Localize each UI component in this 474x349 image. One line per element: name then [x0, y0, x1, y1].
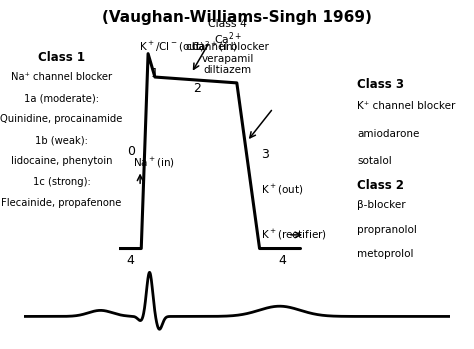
Text: Ca$^{2+}$: Ca$^{2+}$ [214, 30, 242, 47]
Text: Flecainide, propafenone: Flecainide, propafenone [1, 198, 122, 208]
Text: sotalol: sotalol [357, 156, 392, 166]
Text: 1: 1 [150, 67, 158, 80]
Text: K$^+$(rectifier): K$^+$(rectifier) [261, 228, 327, 242]
Text: β-blocker: β-blocker [357, 200, 406, 210]
Text: Class 4: Class 4 [208, 18, 247, 29]
Text: metoprolol: metoprolol [357, 248, 413, 259]
Text: Class 2: Class 2 [357, 179, 404, 192]
Text: amiodarone: amiodarone [357, 128, 419, 139]
Text: Quinidine, procainamide: Quinidine, procainamide [0, 114, 123, 124]
Text: 3: 3 [261, 148, 269, 162]
Text: 4: 4 [278, 254, 286, 267]
Text: K$^+$/Cl$^-$(out): K$^+$/Cl$^-$(out) [139, 39, 204, 54]
Text: diltiazem: diltiazem [204, 65, 252, 75]
Text: Class 3: Class 3 [357, 78, 404, 91]
Text: Class 1: Class 1 [38, 51, 85, 64]
Text: K⁺ channel blocker: K⁺ channel blocker [357, 101, 456, 111]
Text: K$^+$(out): K$^+$(out) [261, 183, 303, 197]
Text: 1a (moderate):: 1a (moderate): [24, 93, 99, 103]
Text: verapamil: verapamil [201, 54, 254, 64]
Text: 1c (strong):: 1c (strong): [33, 177, 91, 187]
Text: 0: 0 [128, 144, 136, 158]
Text: propranolol: propranolol [357, 224, 417, 235]
Text: Na$^+$(in): Na$^+$(in) [133, 156, 175, 170]
Text: 4: 4 [126, 254, 134, 267]
Text: Na⁺ channel blocker: Na⁺ channel blocker [11, 72, 112, 82]
Text: 1b (weak):: 1b (weak): [35, 135, 88, 145]
Text: lidocaine, phenytoin: lidocaine, phenytoin [11, 156, 112, 166]
Text: 2: 2 [193, 82, 201, 95]
Text: Ca$^{2+}$(in): Ca$^{2+}$(in) [191, 39, 237, 54]
Text: (Vaughan-Williams-Singh 1969): (Vaughan-Williams-Singh 1969) [102, 10, 372, 25]
Text: channel blocker: channel blocker [186, 42, 269, 52]
